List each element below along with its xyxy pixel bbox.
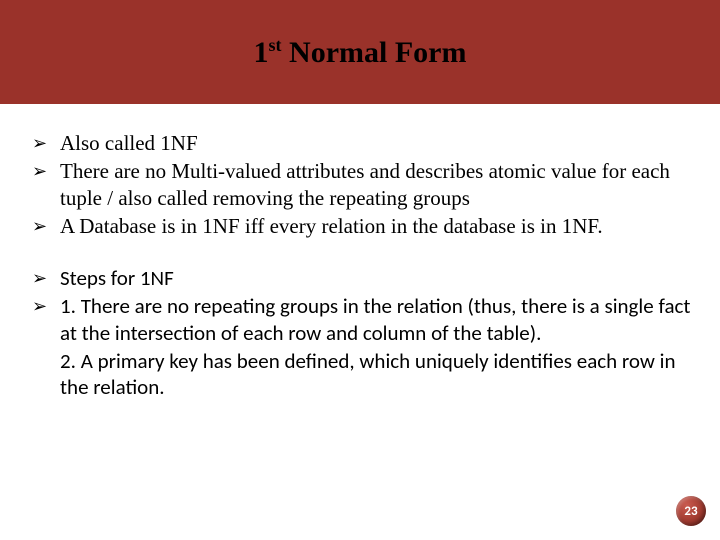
bullet-item: ➢ There are no Multi-valued attributes a… [28,158,692,211]
section-gap [28,241,692,265]
title-bar: 1st Normal Form [0,0,720,104]
step-2-text: 2. A primary key has been defined, which… [60,348,676,400]
bullet-marker-icon: ➢ [32,132,47,155]
bullet-text: Also called 1NF [60,131,198,155]
bullet-group-1: ➢ Also called 1NF ➢ There are no Multi-v… [28,130,692,239]
bullet-marker-icon: ➢ [32,267,47,290]
bullet-item: ➢ Steps for 1NF [28,265,692,291]
page-number: 23 [684,504,697,519]
bullet-item: ➢ 1. There are no repeating groups in th… [28,293,692,346]
bullet-item: ➢ A Database is in 1NF iff every relatio… [28,213,692,239]
bullet-marker-icon: ➢ [32,160,47,183]
bullet-text: There are no Multi-valued attributes and… [60,159,670,209]
step-2-block: 2. A primary key has been defined, which… [28,348,692,401]
page-number-badge: 23 [676,496,706,526]
bullet-text: A Database is in 1NF iff every relation … [60,214,603,238]
bullet-group-2: ➢ Steps for 1NF ➢ 1. There are no repeat… [28,265,692,346]
content-area: ➢ Also called 1NF ➢ There are no Multi-v… [0,104,720,400]
bullet-item: ➢ Also called 1NF [28,130,692,156]
bullet-text: Steps for 1NF [60,265,174,291]
title-prefix: 1 [254,36,269,69]
title-rest: Normal Form [282,36,467,69]
title-superscript: st [269,35,282,55]
slide-title: 1st Normal Form [254,35,467,70]
bullet-marker-icon: ➢ [32,215,47,238]
step-1-text: 1. There are no repeating groups in the … [60,293,690,345]
bullet-marker-icon: ➢ [32,295,47,318]
